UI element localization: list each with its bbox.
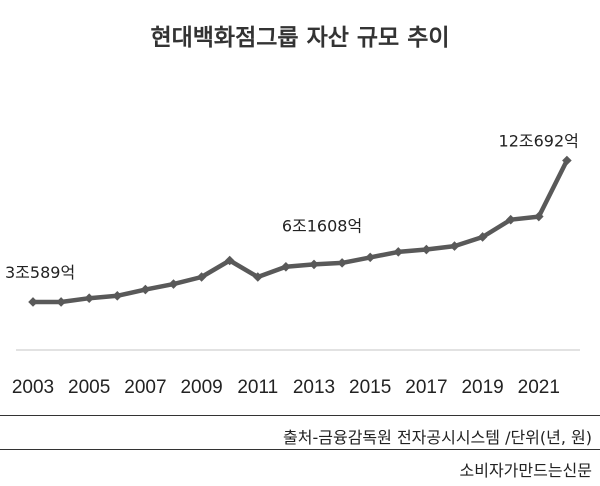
x-tick-label-2011: 2011: [237, 377, 278, 398]
x-tick-label-2009: 2009: [180, 377, 222, 398]
data-point-2014: [337, 258, 347, 268]
x-tick-label-2003: 2003: [12, 377, 54, 398]
data-label-2003: 3조589억: [5, 263, 75, 282]
series-group: [28, 155, 572, 307]
data-point-2021: [534, 211, 544, 222]
x-tick-label-2005: 2005: [68, 377, 110, 398]
data-point-2017: [421, 244, 432, 255]
data-label-2015: 6조1608억: [282, 216, 362, 235]
data-point-2011: [253, 272, 263, 282]
data-point-2010: [224, 255, 235, 266]
data-point-2013: [309, 259, 319, 270]
series-line: [30, 158, 570, 305]
data-point-2004: [56, 297, 66, 307]
footer-divider-bottom: [0, 449, 600, 450]
x-tick-label-2015: 2015: [349, 377, 391, 398]
data-point-2008: [168, 279, 179, 289]
x-tick-label-2017: 2017: [405, 377, 447, 398]
publisher-credit: 소비자가만드는신문: [459, 461, 592, 480]
source-note: 출처-금융감독원 전자공시시스템 /단위(년, 원): [283, 428, 592, 447]
data-point-2019: [477, 232, 488, 242]
data-point-2003: [28, 297, 38, 307]
x-tick-label-2019: 2019: [461, 377, 503, 398]
data-point-2007: [140, 284, 151, 295]
x-tick-label-2021: 2021: [518, 377, 560, 398]
data-point-2020: [505, 214, 516, 225]
data-labels: 3조589억 6조1608억 12조692억: [5, 132, 579, 282]
data-point-2015: [365, 252, 375, 263]
chart-title: 현대백화점그룹 자산 규모 추이: [150, 25, 449, 51]
data-point-2009: [196, 272, 207, 282]
data-point-2018: [449, 241, 460, 251]
x-tick-label-2007: 2007: [124, 377, 166, 398]
footer-divider-top: [0, 415, 600, 416]
data-point-2006: [112, 291, 123, 301]
x-tick-labels: 2003 2005 2007 2009 2011 2013 2015 2017 2019 2021: [12, 377, 560, 398]
data-point-2005: [84, 293, 94, 303]
data-point-2016: [393, 247, 404, 257]
data-point-2022: [562, 155, 572, 166]
x-tick-label-2013: 2013: [293, 377, 335, 398]
data-point-2012: [281, 261, 291, 272]
data-label-2022: 12조692억: [499, 132, 579, 151]
